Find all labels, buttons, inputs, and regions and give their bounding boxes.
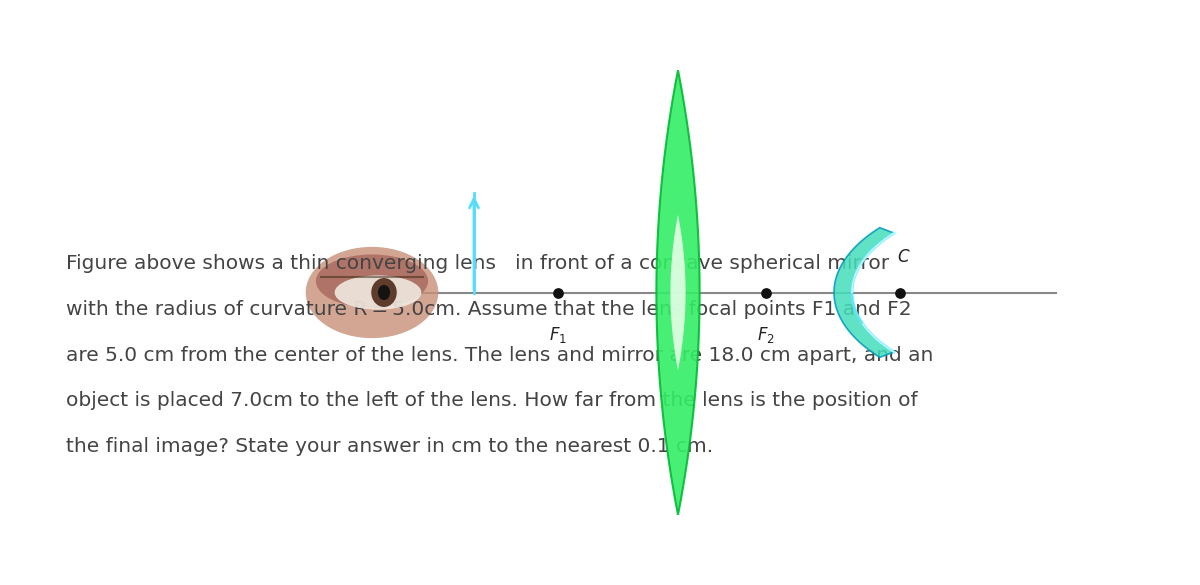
Polygon shape bbox=[834, 228, 894, 357]
Ellipse shape bbox=[371, 278, 397, 307]
Text: with the radius of curvature R = 5.0cm. Assume that the lens focal points F1 and: with the radius of curvature R = 5.0cm. … bbox=[66, 300, 912, 319]
Ellipse shape bbox=[316, 254, 428, 308]
Polygon shape bbox=[671, 215, 685, 370]
Text: $F_1$: $F_1$ bbox=[550, 325, 566, 345]
Point bbox=[756, 288, 775, 297]
Ellipse shape bbox=[306, 247, 438, 338]
Text: Figure above shows a thin converging lens   in front of a concave spherical mirr: Figure above shows a thin converging len… bbox=[66, 254, 889, 273]
Ellipse shape bbox=[378, 285, 390, 300]
Text: the final image? State your answer in cm to the nearest 0.1 cm.: the final image? State your answer in cm… bbox=[66, 437, 713, 456]
Point bbox=[890, 288, 910, 297]
Text: object is placed 7.0cm to the left of the lens. How far from the lens is the pos: object is placed 7.0cm to the left of th… bbox=[66, 391, 918, 410]
Text: $C$: $C$ bbox=[896, 248, 911, 266]
Text: $F_2$: $F_2$ bbox=[757, 325, 774, 345]
Text: are 5.0 cm from the center of the lens. The lens and mirror are 18.0 cm apart, a: are 5.0 cm from the center of the lens. … bbox=[66, 346, 934, 364]
Ellipse shape bbox=[335, 276, 421, 309]
Polygon shape bbox=[656, 70, 700, 515]
Point bbox=[548, 288, 568, 297]
